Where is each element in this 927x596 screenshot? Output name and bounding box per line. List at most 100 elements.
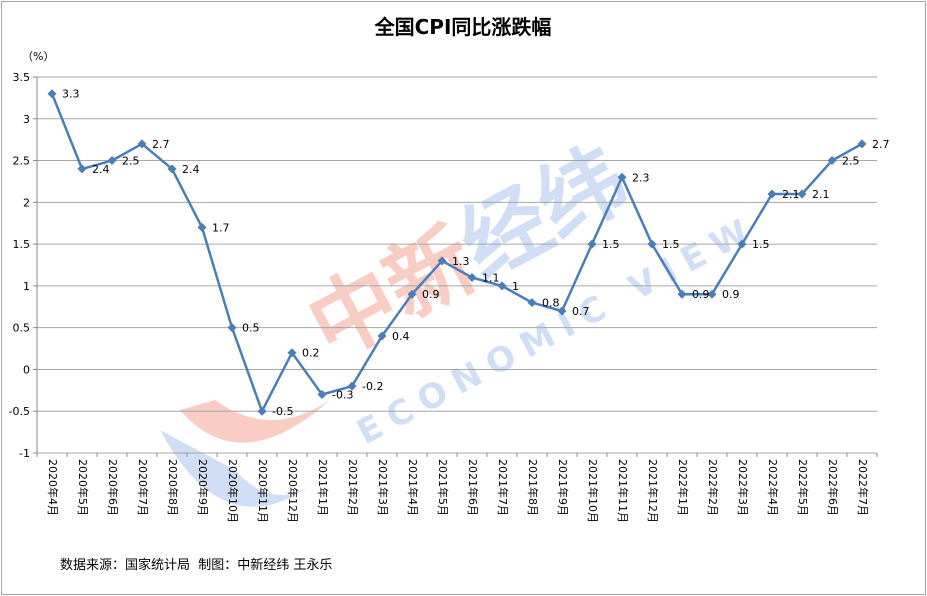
data-point-marker xyxy=(437,256,447,266)
data-label: 2.7 xyxy=(872,138,890,151)
data-label: 0.9 xyxy=(722,288,740,301)
data-label: 0.2 xyxy=(302,347,320,360)
x-tick-label: 2022年2月 xyxy=(706,459,720,516)
data-point-marker xyxy=(47,89,57,99)
data-label: 3.3 xyxy=(62,88,80,101)
y-tick-label: 2 xyxy=(23,196,30,209)
x-tick-label: 2021年2月 xyxy=(346,459,360,516)
watermark-swoosh-red xyxy=(180,400,330,443)
data-point-marker xyxy=(737,239,747,249)
x-tick-label: 2020年6月 xyxy=(106,459,120,516)
data-point-marker xyxy=(317,390,327,400)
y-tick-label: -0.5 xyxy=(9,405,30,418)
data-point-marker xyxy=(797,189,807,199)
data-label: 2.4 xyxy=(92,163,110,176)
data-label: -0.5 xyxy=(272,405,293,418)
data-point-marker xyxy=(407,289,417,299)
data-label: 0.9 xyxy=(422,288,440,301)
x-tick-label: 2022年3月 xyxy=(736,459,750,516)
data-label: 1.7 xyxy=(212,221,230,234)
x-tick-label: 2022年6月 xyxy=(826,459,840,516)
data-point-marker xyxy=(557,306,567,316)
x-tick-label: 2022年5月 xyxy=(796,459,810,516)
x-tick-label: 2020年10月 xyxy=(226,459,240,523)
x-tick-label: 2020年11月 xyxy=(256,459,270,523)
data-point-marker xyxy=(827,156,837,166)
data-point-marker xyxy=(527,298,537,308)
data-point-marker xyxy=(617,172,627,182)
y-tick-label: 3.5 xyxy=(13,71,31,84)
y-tick-label: 1.5 xyxy=(13,238,31,251)
x-tick-label: 2021年9月 xyxy=(556,459,570,516)
data-label: 0.4 xyxy=(392,330,410,343)
y-tick-label: 0 xyxy=(23,363,30,376)
gridlines xyxy=(37,76,877,454)
data-point-marker xyxy=(77,164,87,174)
data-point-marker xyxy=(167,164,177,174)
data-point-marker xyxy=(677,289,687,299)
x-tick-label: 2021年12月 xyxy=(646,459,660,523)
x-tick-label: 2022年4月 xyxy=(766,459,780,516)
x-tick-label: 2020年5月 xyxy=(76,459,90,516)
data-label: 1.1 xyxy=(482,272,500,285)
data-point-marker xyxy=(857,139,867,149)
y-tick-label: 2.5 xyxy=(13,155,31,168)
data-label: 2.5 xyxy=(122,155,140,168)
data-label: 2.4 xyxy=(182,163,200,176)
data-point-marker xyxy=(497,281,507,291)
y-tick-label: 3 xyxy=(23,113,30,126)
data-label: 1.3 xyxy=(452,255,470,268)
x-tick-label: 2021年8月 xyxy=(526,459,540,516)
data-label: 2.1 xyxy=(782,188,800,201)
data-label: 2.7 xyxy=(152,138,170,151)
x-tick-label: 2021年10月 xyxy=(586,459,600,523)
data-label: 0.5 xyxy=(242,322,260,335)
data-label: 0.7 xyxy=(572,305,590,318)
x-tick-label: 2022年1月 xyxy=(676,459,690,516)
x-tick-label: 2021年6月 xyxy=(466,459,480,516)
y-tick-label: 0.5 xyxy=(13,322,31,335)
data-point-marker xyxy=(707,289,717,299)
y-axis-unit-label: （%） xyxy=(22,50,54,63)
data-point-marker xyxy=(197,222,207,232)
data-label: -0.2 xyxy=(362,380,383,393)
cpi-series xyxy=(47,89,867,416)
data-label: 2.3 xyxy=(632,171,650,184)
series-line xyxy=(50,93,863,413)
data-label: 1.5 xyxy=(602,238,620,251)
data-label: 2.5 xyxy=(842,155,860,168)
x-tick-label: 2021年3月 xyxy=(376,459,390,516)
x-tick-label: 2021年11月 xyxy=(616,459,630,523)
data-point-marker xyxy=(287,348,297,358)
source-note: 数据来源：国家统计局 制图：中新经纬 王永乐 xyxy=(60,557,332,573)
data-point-marker xyxy=(107,156,117,166)
x-tick-label: 2021年7月 xyxy=(496,459,510,516)
x-tick-label: 2020年8月 xyxy=(166,459,180,516)
watermark-logo: 中新经纬 ECONOMIC VIEW xyxy=(160,129,764,507)
data-point-marker xyxy=(647,239,657,249)
x-axis-ticks: 2020年4月 2020年5月 2020年6月 2020年7月 2020年8月 2020年… xyxy=(36,453,878,523)
watermark-chinese-text: 中新经纬 xyxy=(293,129,644,379)
data-point-marker xyxy=(767,189,777,199)
y-tick-label: -1 xyxy=(19,447,30,460)
data-labels: 3.3 2.4 2.5 2.7 2.4 1.7 0.5 -0.5 0.2 -0.3 -0.2 0.4 0… xyxy=(62,88,890,419)
data-point-marker xyxy=(227,323,237,333)
x-tick-label: 2021年5月 xyxy=(436,459,450,516)
x-tick-label: 2022年7月 xyxy=(856,459,870,516)
data-point-marker xyxy=(137,139,147,149)
x-tick-label: 2020年12月 xyxy=(286,459,300,523)
data-point-marker xyxy=(467,273,477,283)
y-axis-ticks: -1 -0.5 0 0.5 1 1.5 2 2.5 3 3.5 xyxy=(9,71,37,460)
chart-title: 全国CPI同比涨跌幅 xyxy=(374,15,552,39)
data-label: 0.8 xyxy=(542,297,560,310)
watermark-swoosh-blue xyxy=(160,430,330,507)
data-point-marker xyxy=(587,239,597,249)
data-label: 1.5 xyxy=(752,238,770,251)
data-point-marker xyxy=(377,331,387,341)
data-point-marker xyxy=(347,381,357,391)
x-tick-label: 2020年7月 xyxy=(136,459,150,516)
data-point-marker xyxy=(257,406,267,416)
data-label: 2.1 xyxy=(812,188,830,201)
